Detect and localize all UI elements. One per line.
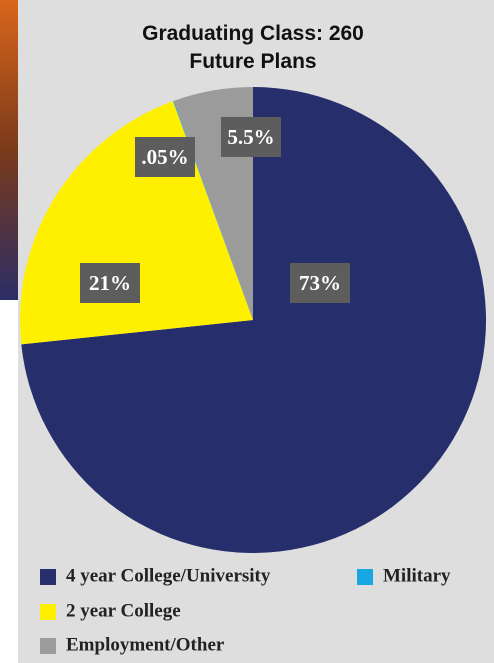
photo-edge [0, 0, 20, 300]
data-labels: 73% 21% .05% 5.5% [80, 117, 350, 303]
label-box [221, 117, 281, 157]
legend-label: 2 year College [66, 600, 181, 621]
legend-swatch [40, 569, 56, 585]
legend-label: Military [383, 565, 451, 586]
chart-title: Graduating Class: 260 [142, 22, 364, 45]
label-box [290, 263, 350, 303]
label-box [135, 137, 195, 177]
data-label: 5.5% [227, 125, 274, 149]
legend-swatch [40, 604, 56, 620]
legend: 4 year College/University 2 year College M… [40, 565, 451, 655]
legend-swatch [40, 638, 56, 654]
legend-label: Employment/Other [66, 634, 225, 655]
data-label: 21% [89, 271, 131, 295]
legend-label: 4 year College/University [66, 565, 271, 586]
data-label: 73% [299, 271, 341, 295]
pie-slice [21, 87, 487, 553]
legend-swatch [357, 569, 373, 585]
chart-subtitle: Future Plans [189, 50, 316, 73]
data-label: .05% [141, 145, 188, 169]
label-box [80, 263, 140, 303]
